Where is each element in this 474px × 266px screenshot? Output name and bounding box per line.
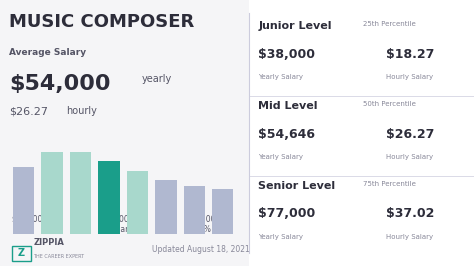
- Text: Mid Level: Mid Level: [258, 101, 318, 111]
- Text: MUSIC COMPOSER: MUSIC COMPOSER: [9, 13, 195, 31]
- Text: yearly: yearly: [142, 74, 173, 85]
- Text: $54,000: $54,000: [9, 74, 111, 94]
- Text: 75th Percentile: 75th Percentile: [363, 181, 416, 187]
- Text: $28,000: $28,000: [12, 214, 43, 223]
- Text: 25th Percentile: 25th Percentile: [363, 21, 415, 27]
- Text: Z: Z: [18, 248, 25, 258]
- Bar: [70, 152, 91, 234]
- Text: 90%: 90%: [194, 225, 211, 234]
- Text: Yearly Salary: Yearly Salary: [258, 154, 303, 160]
- Text: Yearly Salary: Yearly Salary: [258, 74, 303, 81]
- Text: $18.27: $18.27: [386, 48, 435, 61]
- Text: 50th Percentile: 50th Percentile: [363, 101, 416, 107]
- Text: $54,646: $54,646: [258, 128, 315, 141]
- Text: THE CAREER EXPERT: THE CAREER EXPERT: [33, 254, 84, 259]
- Bar: [42, 152, 63, 234]
- Text: Yearly Salary: Yearly Salary: [258, 234, 303, 240]
- Bar: [212, 189, 233, 234]
- Bar: [99, 161, 119, 234]
- FancyBboxPatch shape: [249, 0, 474, 266]
- Text: Updated August 18, 2021: Updated August 18, 2021: [152, 245, 249, 254]
- Text: 10%: 10%: [12, 225, 28, 234]
- Bar: [13, 167, 34, 234]
- Bar: [127, 171, 148, 234]
- Text: ZIPPIA: ZIPPIA: [33, 238, 64, 247]
- Text: Hourly Salary: Hourly Salary: [386, 154, 433, 160]
- Text: Hourly Salary: Hourly Salary: [386, 234, 433, 240]
- Text: $77,000: $77,000: [258, 207, 316, 221]
- Text: Hourly Salary: Hourly Salary: [386, 74, 433, 81]
- Text: Average Salary: Average Salary: [9, 48, 87, 57]
- Bar: [155, 180, 176, 234]
- Text: $106,000: $106,000: [185, 214, 221, 223]
- Text: $37.02: $37.02: [386, 207, 435, 221]
- Text: Senior Level: Senior Level: [258, 181, 336, 191]
- Text: $26.27: $26.27: [9, 106, 48, 117]
- Text: hourly: hourly: [66, 106, 97, 117]
- Text: Junior Level: Junior Level: [258, 21, 332, 31]
- Text: Median: Median: [102, 225, 130, 234]
- Text: $54,000: $54,000: [102, 214, 134, 223]
- Bar: [184, 186, 205, 234]
- Text: $38,000: $38,000: [258, 48, 315, 61]
- Text: $26.27: $26.27: [386, 128, 435, 141]
